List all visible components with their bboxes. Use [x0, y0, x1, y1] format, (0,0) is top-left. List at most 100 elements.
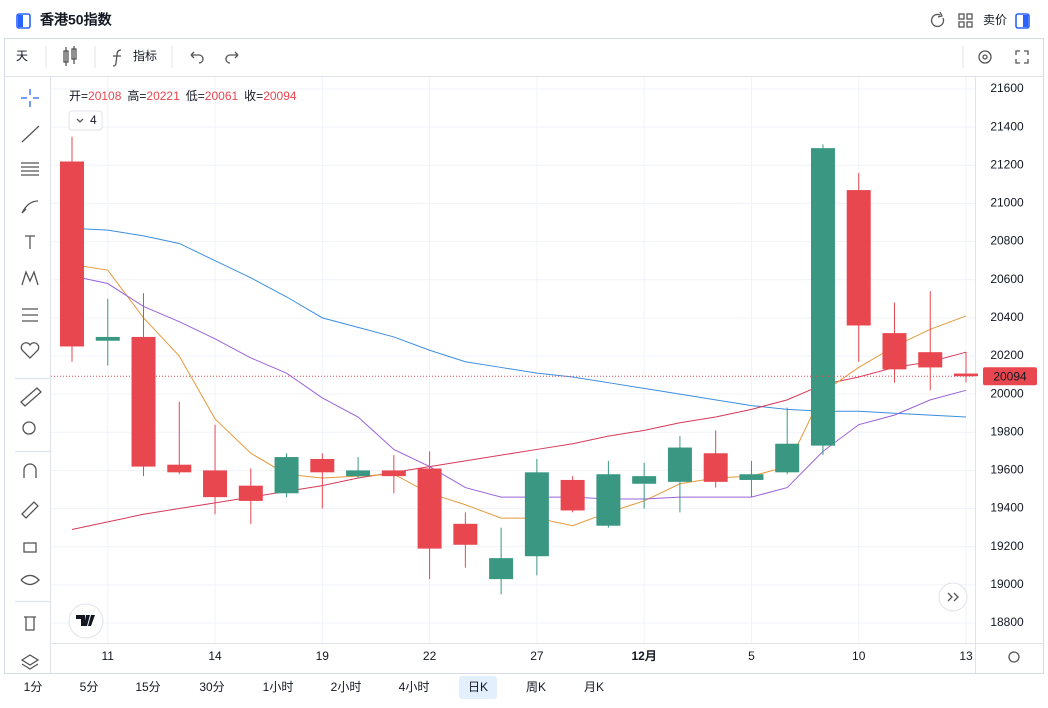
layout-icon[interactable] — [958, 13, 973, 28]
x-tick-label: 19 — [316, 649, 330, 663]
x-tick-label: 14 — [208, 649, 222, 663]
candle-body — [453, 523, 478, 545]
side-icon-fill — [1023, 15, 1028, 27]
text-tool[interactable] — [25, 235, 35, 249]
x-tick-label: 27 — [530, 649, 544, 663]
chart-frame — [4, 38, 1044, 674]
refresh-icon[interactable] — [930, 11, 945, 28]
indicator-count: 4 — [90, 113, 97, 127]
timeframe-button[interactable]: 15分 — [135, 680, 160, 694]
symbol-icon — [16, 13, 31, 29]
magnet-tool[interactable] — [23, 463, 37, 478]
y-tick-label: 20600 — [990, 272, 1024, 286]
y-tick-label: 19000 — [990, 577, 1024, 591]
candle-body — [489, 558, 514, 580]
ohlc-value: 20061 — [205, 89, 239, 103]
y-tick-label: 21000 — [990, 196, 1024, 210]
scroll-to-end[interactable] — [938, 582, 968, 612]
fib-tool[interactable] — [21, 162, 39, 176]
candle-body — [60, 161, 84, 347]
y-tick-label: 19800 — [990, 424, 1024, 438]
title: 香港50指数 — [39, 12, 113, 28]
y-tick-label: 18800 — [990, 615, 1024, 629]
candle-body — [703, 453, 728, 482]
axis-settings[interactable] — [1008, 651, 1020, 663]
candle-body — [882, 333, 907, 370]
last-price-label: 20094 — [993, 369, 1027, 383]
candle-body — [954, 373, 978, 377]
candle-body — [381, 470, 406, 477]
lock-draw-tool[interactable] — [21, 501, 39, 519]
timeframe-button[interactable]: 30分 — [199, 680, 224, 694]
timeframe-button[interactable]: 1小时 — [263, 680, 294, 694]
y-tick-label: 21200 — [990, 157, 1024, 171]
side-icon[interactable] — [1015, 13, 1030, 29]
zoom-tool[interactable] — [22, 421, 36, 435]
fx-icon[interactable] — [112, 49, 122, 67]
candle-body — [346, 470, 371, 477]
brush-tool[interactable] — [21, 200, 39, 214]
ohlc-label: 开= — [69, 89, 88, 103]
y-tick-label: 20800 — [990, 234, 1024, 248]
candle-body — [560, 479, 585, 511]
delete-tool[interactable] — [24, 616, 36, 631]
timeframe-active-bg — [459, 676, 497, 699]
timeframe-button[interactable]: 2小时 — [331, 680, 362, 694]
redo-icon[interactable] — [225, 51, 239, 64]
indicators-button[interactable]: 指标 — [133, 48, 157, 63]
interval-button[interactable]: 天 — [16, 49, 28, 63]
y-tick-label: 20200 — [990, 348, 1024, 362]
candle-body — [918, 352, 943, 368]
lock-tool[interactable] — [23, 542, 37, 553]
candle-body — [775, 443, 800, 473]
candle-type-icon[interactable] — [63, 46, 77, 66]
sell-label[interactable]: 卖价 — [983, 13, 1007, 27]
fullscreen-icon[interactable] — [1015, 50, 1029, 64]
settings-icon-core — [982, 54, 988, 60]
settings-icon[interactable] — [978, 50, 992, 64]
ohlc-header: 开=20108 高=20221 低=20061 收=20094 — [69, 88, 297, 103]
timeframe-button[interactable]: 日K — [468, 680, 488, 694]
indicator-toggle[interactable] — [68, 110, 103, 131]
x-tick-label: 13 — [959, 649, 973, 663]
candle-body — [632, 476, 657, 484]
candle-body — [810, 148, 835, 446]
timeframe-button[interactable]: 4小时 — [399, 680, 430, 694]
timeframe-button[interactable]: 5分 — [80, 680, 99, 694]
timeframe-bar: 1分 5分 15分 30分 1小时 2小时 4小时 日K 周K 月K — [24, 676, 604, 699]
layers-tool[interactable] — [20, 654, 40, 670]
y-tick-label: 19200 — [990, 539, 1024, 553]
plot-area: 18800 19000 19200 19400 19600 19800 20000 20200… — [51, 77, 1043, 673]
projection-tool[interactable] — [22, 308, 38, 322]
left-toolbar — [15, 89, 51, 670]
candle-body — [310, 458, 335, 473]
timeframe-button[interactable]: 1分 — [24, 680, 43, 694]
ohlc-label: 收= — [244, 89, 263, 103]
x-tick-label: 11 — [102, 649, 115, 663]
undo-icon[interactable] — [190, 51, 204, 64]
moving-average — [71, 275, 967, 500]
crosshair-tool[interactable] — [21, 89, 39, 107]
favorites-tool[interactable] — [20, 342, 40, 359]
y-tick-label: 21400 — [990, 119, 1024, 133]
pattern-tool[interactable] — [21, 270, 39, 286]
candle-body — [238, 485, 263, 501]
ohlc-value: 20221 — [146, 89, 180, 103]
y-tick-label: 19400 — [990, 501, 1024, 515]
visibility-tool[interactable] — [20, 574, 40, 586]
timeframe-button[interactable]: 月K — [584, 680, 604, 694]
trend-line-tool[interactable] — [21, 125, 40, 143]
candle-body — [596, 474, 621, 526]
ruler-tool[interactable] — [20, 387, 42, 407]
x-tick-label: 22 — [423, 649, 437, 663]
logo-mark — [76, 615, 95, 626]
y-tick-label: 21600 — [990, 81, 1024, 95]
candle-body — [167, 464, 192, 473]
symbol-icon-fill — [18, 15, 23, 27]
scroll-icon — [947, 592, 959, 602]
ohlc-label: 高= — [127, 88, 146, 103]
header — [0, 0, 1048, 38]
timeframe-button[interactable]: 周K — [526, 680, 546, 694]
